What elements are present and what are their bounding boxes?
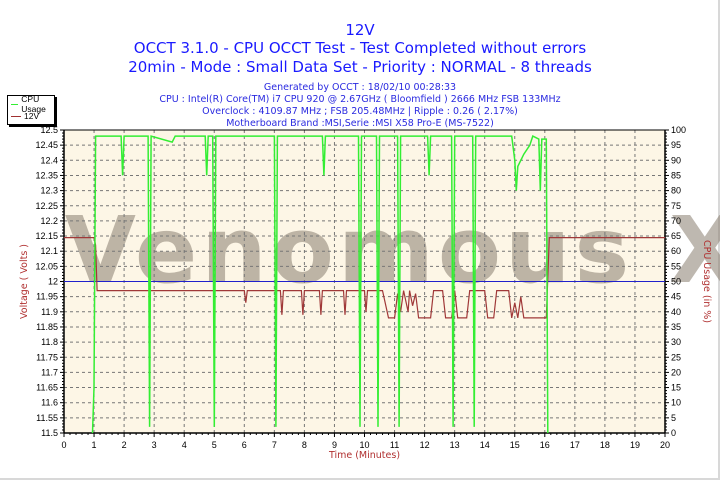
x-tick-label: 6 [242, 440, 247, 450]
chart-subtitle-test: OCCT 3.1.0 - CPU OCCT Test - Test Comple… [133, 39, 587, 57]
x-tick-label: 10 [359, 440, 369, 450]
y-tick-label-left: 12.2 [40, 216, 58, 226]
overclock-info: Overclock : 4109.87 MHz ; FSB 205.48MHz … [202, 106, 518, 117]
y-tick-label-right: 30 [671, 337, 681, 347]
x-axis-label: Time (Minutes) [328, 450, 400, 461]
y-tick-label-left: 11.95 [36, 292, 58, 302]
watermark-text: Venomous X [65, 197, 720, 304]
x-tick-label: 20 [660, 440, 670, 450]
legend: CPU Usage 12V [7, 94, 55, 125]
x-tick-label: 8 [302, 440, 307, 450]
y-axis-label-left: Voltage ( Volts ) [19, 244, 30, 319]
y-tick-label-left: 12.3 [40, 186, 58, 196]
series-cpu-usage-line [91, 135, 549, 434]
y-tick-label-right: 65 [671, 231, 681, 241]
y-tick-label-left: 12.05 [35, 261, 58, 271]
y-tick-label-left: 12.4 [40, 155, 58, 165]
y-axis-label-right: CPU Usage (in %) [701, 240, 712, 323]
y-tick-label-left: 12.15 [35, 231, 58, 241]
y-tick-label-left: 11.85 [36, 322, 58, 332]
legend-swatch-12v [11, 115, 21, 117]
y-tick-label-left: 11.5 [41, 428, 58, 438]
x-tick-label: 18 [600, 440, 610, 450]
x-tick-label: 16 [540, 440, 550, 450]
x-tick-label: 1 [92, 440, 97, 450]
y-tick-label-left: 12 [48, 277, 58, 287]
y-tick-label-left: 11.65 [36, 383, 58, 393]
x-tick-label: 5 [212, 440, 217, 450]
x-tick-label: 12 [420, 440, 430, 450]
y-tick-label-left: 12.25 [35, 201, 58, 211]
y-tick-label-right: 40 [671, 307, 681, 317]
x-tick-label: 11 [390, 440, 399, 450]
generated-info: Generated by OCCT : 18/02/10 00:28:33 [263, 82, 457, 93]
y-tick-label-right: 75 [671, 201, 681, 211]
x-tick-label: 0 [61, 440, 66, 450]
y-tick-label-right: 25 [671, 352, 681, 362]
x-tick-label: 4 [182, 440, 187, 450]
y-tick-label-right: 100 [671, 125, 686, 135]
series-12v-line [64, 237, 665, 319]
x-tick-label: 15 [510, 440, 520, 450]
y-tick-label-left: 11.9 [41, 307, 58, 317]
chart-subtitle-mode: 20min - Mode : Small Data Set - Priority… [128, 58, 592, 76]
legend-item-cpu-usage: CPU Usage [11, 94, 54, 114]
x-tick-label: 13 [450, 440, 460, 450]
x-tick-label: 9 [332, 440, 337, 450]
y-tick-label-left: 11.75 [36, 352, 58, 362]
y-tick-label-left: 11.7 [41, 367, 58, 377]
y-tick-label-left: 11.55 [36, 413, 58, 423]
motherboard-info: Motherboard Brand :MSI,Serie :MSI X58 Pr… [226, 118, 494, 129]
cpu-info: CPU : Intel(R) Core(TM) i7 CPU 920 @ 2.6… [159, 94, 561, 105]
y-tick-label-right: 80 [671, 186, 681, 196]
legend-label-cpu: CPU Usage [21, 94, 46, 114]
y-tick-label-right: 0 [671, 428, 676, 438]
y-tick-label-left: 12.1 [40, 246, 58, 256]
x-tick-label: 17 [570, 440, 580, 450]
y-tick-label-left: 12.45 [35, 140, 58, 150]
y-tick-label-right: 20 [671, 367, 681, 377]
x-tick-label: 3 [152, 440, 157, 450]
y-tick-label-right: 70 [671, 216, 681, 226]
y-tick-label-right: 35 [671, 322, 681, 332]
y-tick-label-right: 90 [671, 155, 681, 165]
y-tick-label-left: 11.6 [41, 398, 58, 408]
y-tick-label-right: 10 [671, 398, 681, 408]
y-tick-label-right: 50 [671, 277, 681, 287]
y-tick-label-right: 45 [671, 292, 681, 302]
y-tick-label-right: 5 [671, 413, 676, 423]
y-tick-label-left: 12.35 [35, 170, 58, 180]
x-tick-label: 7 [272, 440, 277, 450]
x-tick-label: 2 [122, 440, 127, 450]
y-tick-label-right: 15 [671, 383, 681, 393]
y-tick-label-right: 95 [671, 140, 681, 150]
x-tick-label: 19 [630, 440, 640, 450]
y-tick-label-left: 12.5 [40, 125, 58, 135]
legend-swatch-cpu [11, 103, 19, 105]
chart-title: 12V [345, 21, 375, 39]
y-tick-label-right: 85 [671, 170, 681, 180]
legend-label-12v: 12V [24, 111, 40, 121]
x-tick-label: 14 [480, 440, 490, 450]
y-tick-label-right: 60 [671, 246, 681, 256]
y-tick-label-right: 55 [671, 261, 681, 271]
legend-item-12v: 12V [11, 110, 39, 122]
y-tick-label-left: 11.8 [41, 337, 58, 347]
